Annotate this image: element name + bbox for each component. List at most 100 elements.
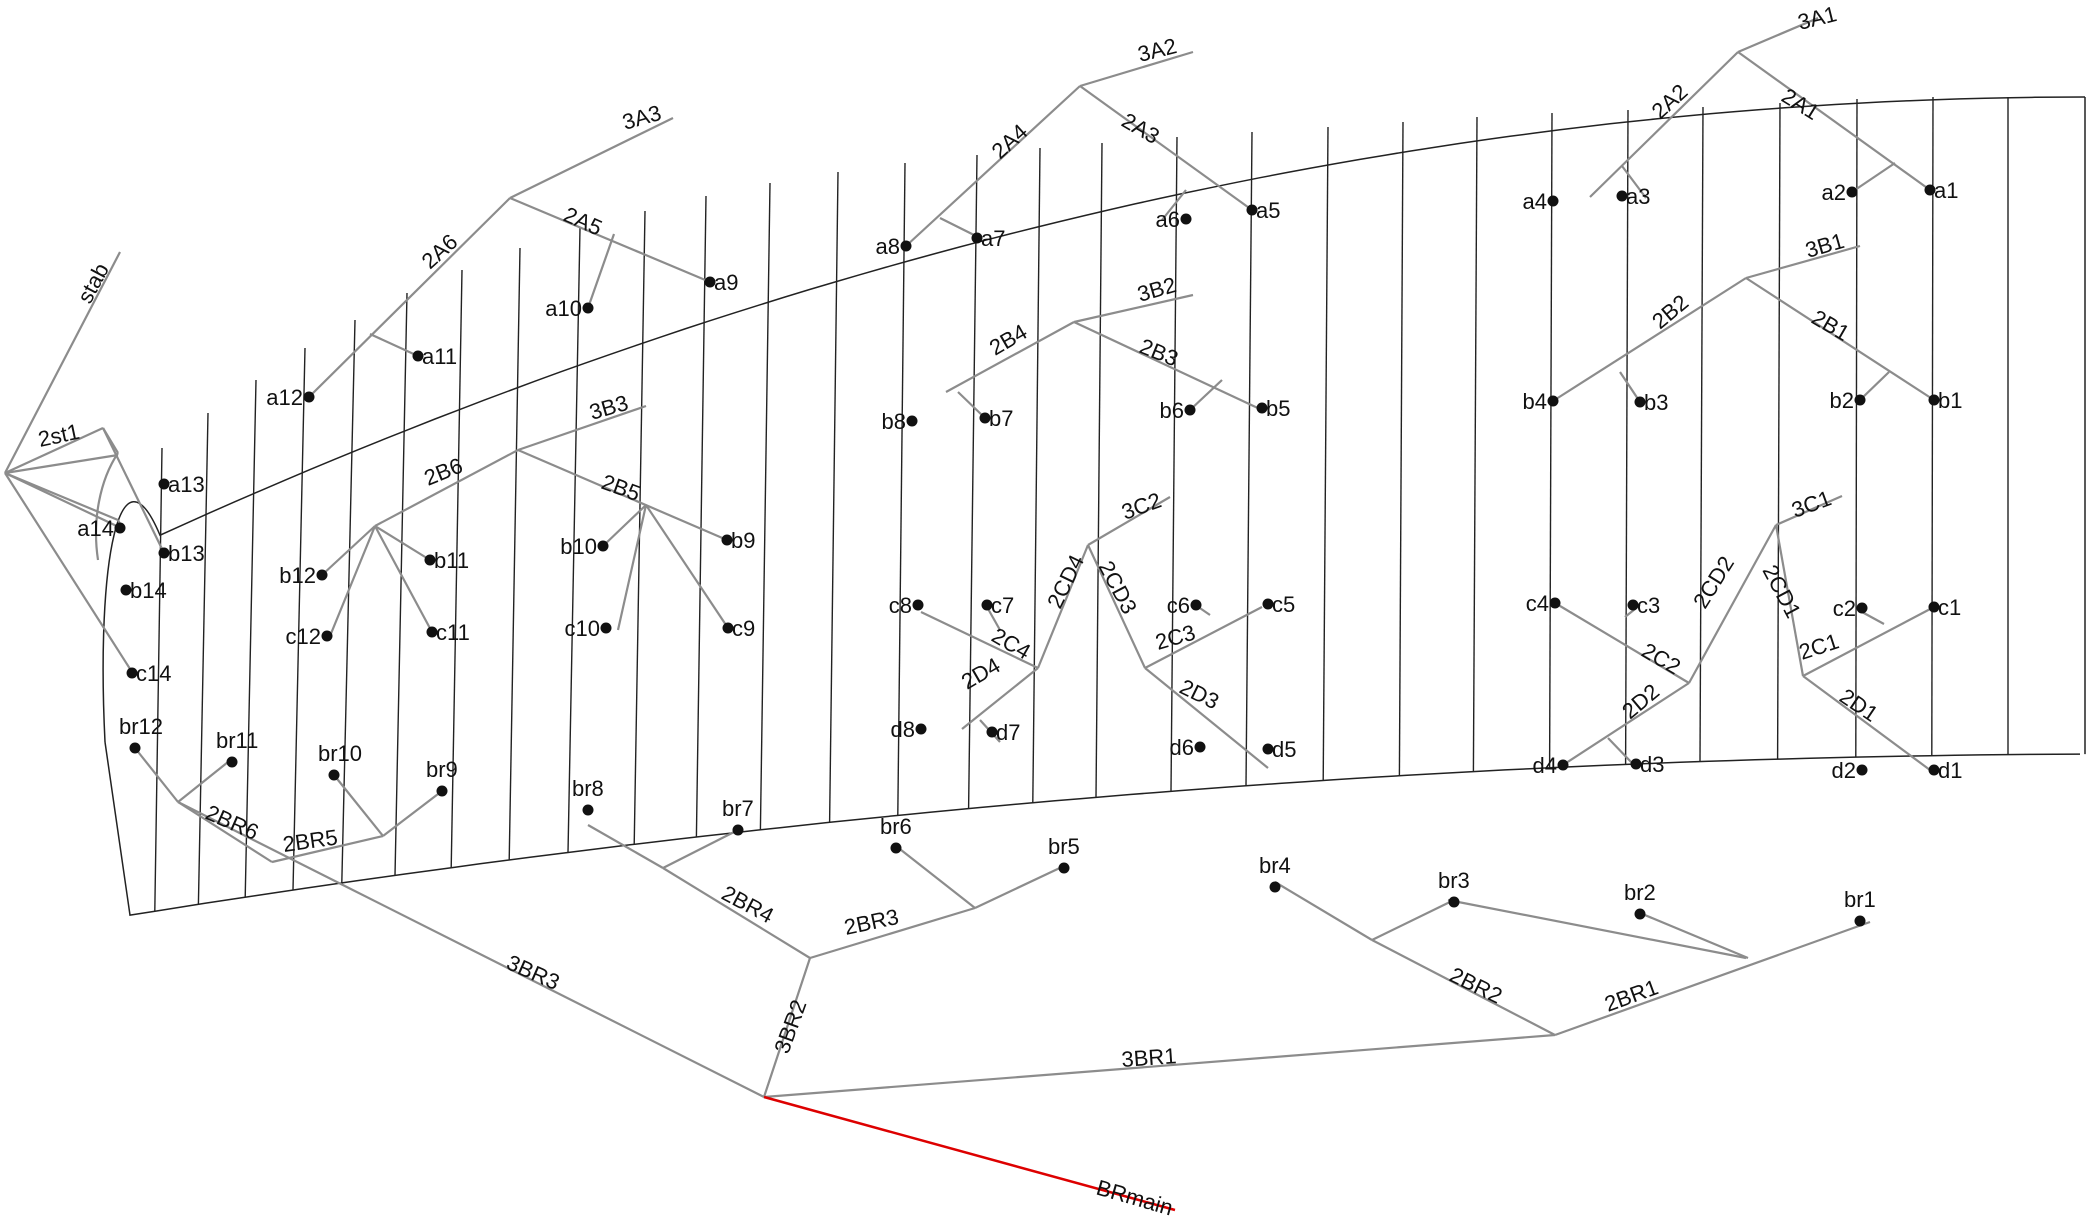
node-label-d8: d8 <box>891 717 915 742</box>
branch-segment <box>1589 51 1739 198</box>
branch-label-3C1: 3C1 <box>1788 485 1834 522</box>
branch-segment <box>102 427 165 554</box>
branch-segment <box>177 761 229 803</box>
branch-label-2D4: 2D4 <box>957 652 1004 694</box>
branch-segment <box>4 471 119 522</box>
node-label-d1: d1 <box>1938 758 1962 783</box>
node-dot-a9 <box>704 276 716 288</box>
node-dot-c4 <box>1549 597 1561 609</box>
branch-segment <box>920 611 1039 669</box>
rib-line <box>1245 131 1253 786</box>
node-label-b14: b14 <box>130 578 167 603</box>
node-dot-d8 <box>915 723 927 735</box>
node-label-b2: b2 <box>1830 388 1854 413</box>
node-dot-b8 <box>906 415 918 427</box>
branch-segment <box>1745 277 1935 401</box>
branch-label-2BR3: 2BR3 <box>842 904 901 940</box>
node-dot-a12 <box>303 391 315 403</box>
rib-line <box>1855 98 1858 758</box>
node-label-br1: br1 <box>1844 887 1876 912</box>
rib-line <box>394 292 408 876</box>
node-dot-br1 <box>1854 915 1866 927</box>
branch-segment <box>1189 379 1223 411</box>
branch-segment <box>1554 602 1690 684</box>
branch-label-2CD2: 2CD2 <box>1688 552 1739 613</box>
rib-line <box>154 447 163 912</box>
branch-segment <box>374 525 433 633</box>
rib-line <box>1776 102 1781 760</box>
node-label-a2: a2 <box>1822 180 1846 205</box>
node-dot-a13 <box>158 478 170 490</box>
node-label-b3: b3 <box>1644 390 1668 415</box>
node-label-br8: br8 <box>572 776 604 801</box>
node-label-br4: br4 <box>1259 853 1291 878</box>
node-dot-br6 <box>890 842 902 854</box>
branch-lines <box>4 16 1935 1099</box>
branch-segment <box>895 845 976 909</box>
node-dot-a5 <box>1246 204 1258 216</box>
branch-segment <box>1639 911 1749 960</box>
rib-line <box>1095 142 1103 798</box>
branch-segment <box>1073 321 1263 411</box>
rib-line <box>1548 112 1553 768</box>
node-label-a8: a8 <box>876 234 900 259</box>
branch-segment <box>1774 524 1805 677</box>
node-label-b10: b10 <box>560 534 597 559</box>
branch-label-2CD1: 2CD1 <box>1758 561 1806 622</box>
branch-segment <box>177 801 273 863</box>
rib-line <box>508 247 521 861</box>
branch-label-2B4: 2B4 <box>985 319 1031 360</box>
branch-label-2A6: 2A6 <box>417 229 463 274</box>
rib-line <box>244 379 257 898</box>
rib-line <box>1170 136 1178 792</box>
node-label-a1: a1 <box>1934 178 1958 203</box>
branch-segment <box>645 504 729 629</box>
node-dot-d2 <box>1856 764 1868 776</box>
branch-segment <box>517 448 728 542</box>
node-label-d4: d4 <box>1533 753 1557 778</box>
node-dot-a4 <box>1547 195 1559 207</box>
node-dot-b4 <box>1547 395 1559 407</box>
node-label-br9: br9 <box>426 757 458 782</box>
branch-segment <box>1447 898 1747 960</box>
branch-segment <box>1554 920 1871 1037</box>
left-curve <box>94 452 119 561</box>
main-trunk-line <box>763 1095 1176 1212</box>
node-dot-br11 <box>226 756 238 768</box>
node-label-a11: a11 <box>422 344 457 369</box>
node-label-br6: br6 <box>880 814 912 839</box>
branch-segment <box>602 504 647 547</box>
branch-segment <box>961 667 1039 730</box>
node-label-c10: c10 <box>565 616 600 641</box>
node-label-a5: a5 <box>1256 198 1280 223</box>
branch-segment <box>974 865 1065 909</box>
node-dot-br7 <box>732 824 744 836</box>
node-label-a14: a14 <box>77 516 114 541</box>
node-dot-br9 <box>436 785 448 797</box>
branch-segment <box>4 427 104 474</box>
node-label-b8: b8 <box>882 409 906 434</box>
branch-segment <box>1737 16 1819 54</box>
branch-segment <box>102 427 119 454</box>
branch-label-2B5: 2B5 <box>598 469 643 506</box>
branch-label-2A4: 2A4 <box>987 119 1033 164</box>
node-label-b7: b7 <box>989 406 1013 431</box>
node-label-br12: br12 <box>119 714 163 739</box>
branch-segment <box>905 85 1081 247</box>
branch-label-stab: stab <box>72 259 114 307</box>
branch-segment <box>1562 682 1690 766</box>
branch-segment <box>333 774 384 837</box>
branch-segment <box>1087 496 1171 546</box>
branch-label-2BR1: 2BR1 <box>1601 974 1661 1016</box>
branch-label-2C2: 2C2 <box>1638 638 1685 680</box>
node-dot-br3 <box>1448 896 1460 908</box>
branch-segment <box>517 404 647 452</box>
branch-segment <box>374 449 519 527</box>
branch-segment <box>1073 293 1194 324</box>
branch-segment <box>1861 611 1885 625</box>
branch-label-3B2: 3B2 <box>1134 272 1179 307</box>
node-dot-c7 <box>981 599 993 611</box>
branch-segment <box>308 197 511 398</box>
branch-segment <box>1087 544 1146 669</box>
